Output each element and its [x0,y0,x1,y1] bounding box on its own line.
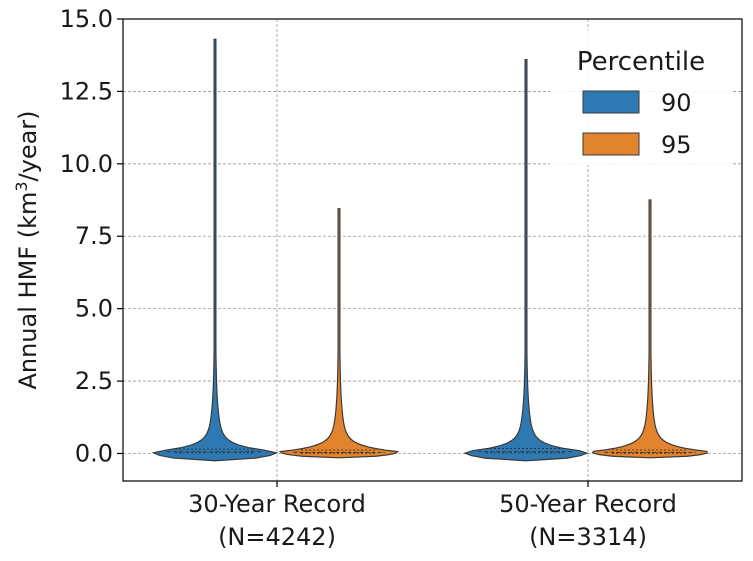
violin-90-2 [463,58,589,462]
x-tick-label-line1: 50-Year Record [499,490,677,518]
y-axis-title-superscript: 3 [12,181,31,191]
y-axis-title-prefix: Annual HMF (km [14,192,42,390]
x-tick-label-line2: (N=4242) [218,523,336,551]
y-tick-label: 10.0 [60,150,113,178]
plot-frame [122,18,743,482]
y-tick-label: 12.5 [60,77,113,105]
y-axis-title-suffix: /year) [14,110,42,181]
legend: Percentile 90 95 [550,30,732,165]
y-tick-label: 7.5 [75,222,113,250]
y-tick-label: 2.5 [75,367,113,395]
x-tick-label-line2: (N=3314) [529,523,647,551]
axes-layer: 0.0 2.5 5.0 7.5 10.0 12.5 15.0 30-Year Record (N… [12,5,743,551]
violin-layer [151,38,709,462]
legend-label-95: 95 [661,131,692,159]
y-axis-title: Annual HMF (km3/year) [12,110,43,389]
legend-swatch-95 [582,132,640,156]
y-tick-label: 0.0 [75,439,113,467]
x-tick-label-line1: 30-Year Record [188,490,366,518]
violin-90-1 [151,38,279,462]
legend-label-90: 90 [661,89,692,117]
legend-background [550,30,732,165]
legend-title: Percentile [577,47,705,77]
y-tick-label: 15.0 [60,5,113,33]
legend-swatch-90 [582,90,640,114]
violin-95-2 [591,199,709,459]
violin-95-1 [278,208,400,459]
y-tick-label: 5.0 [75,295,113,323]
